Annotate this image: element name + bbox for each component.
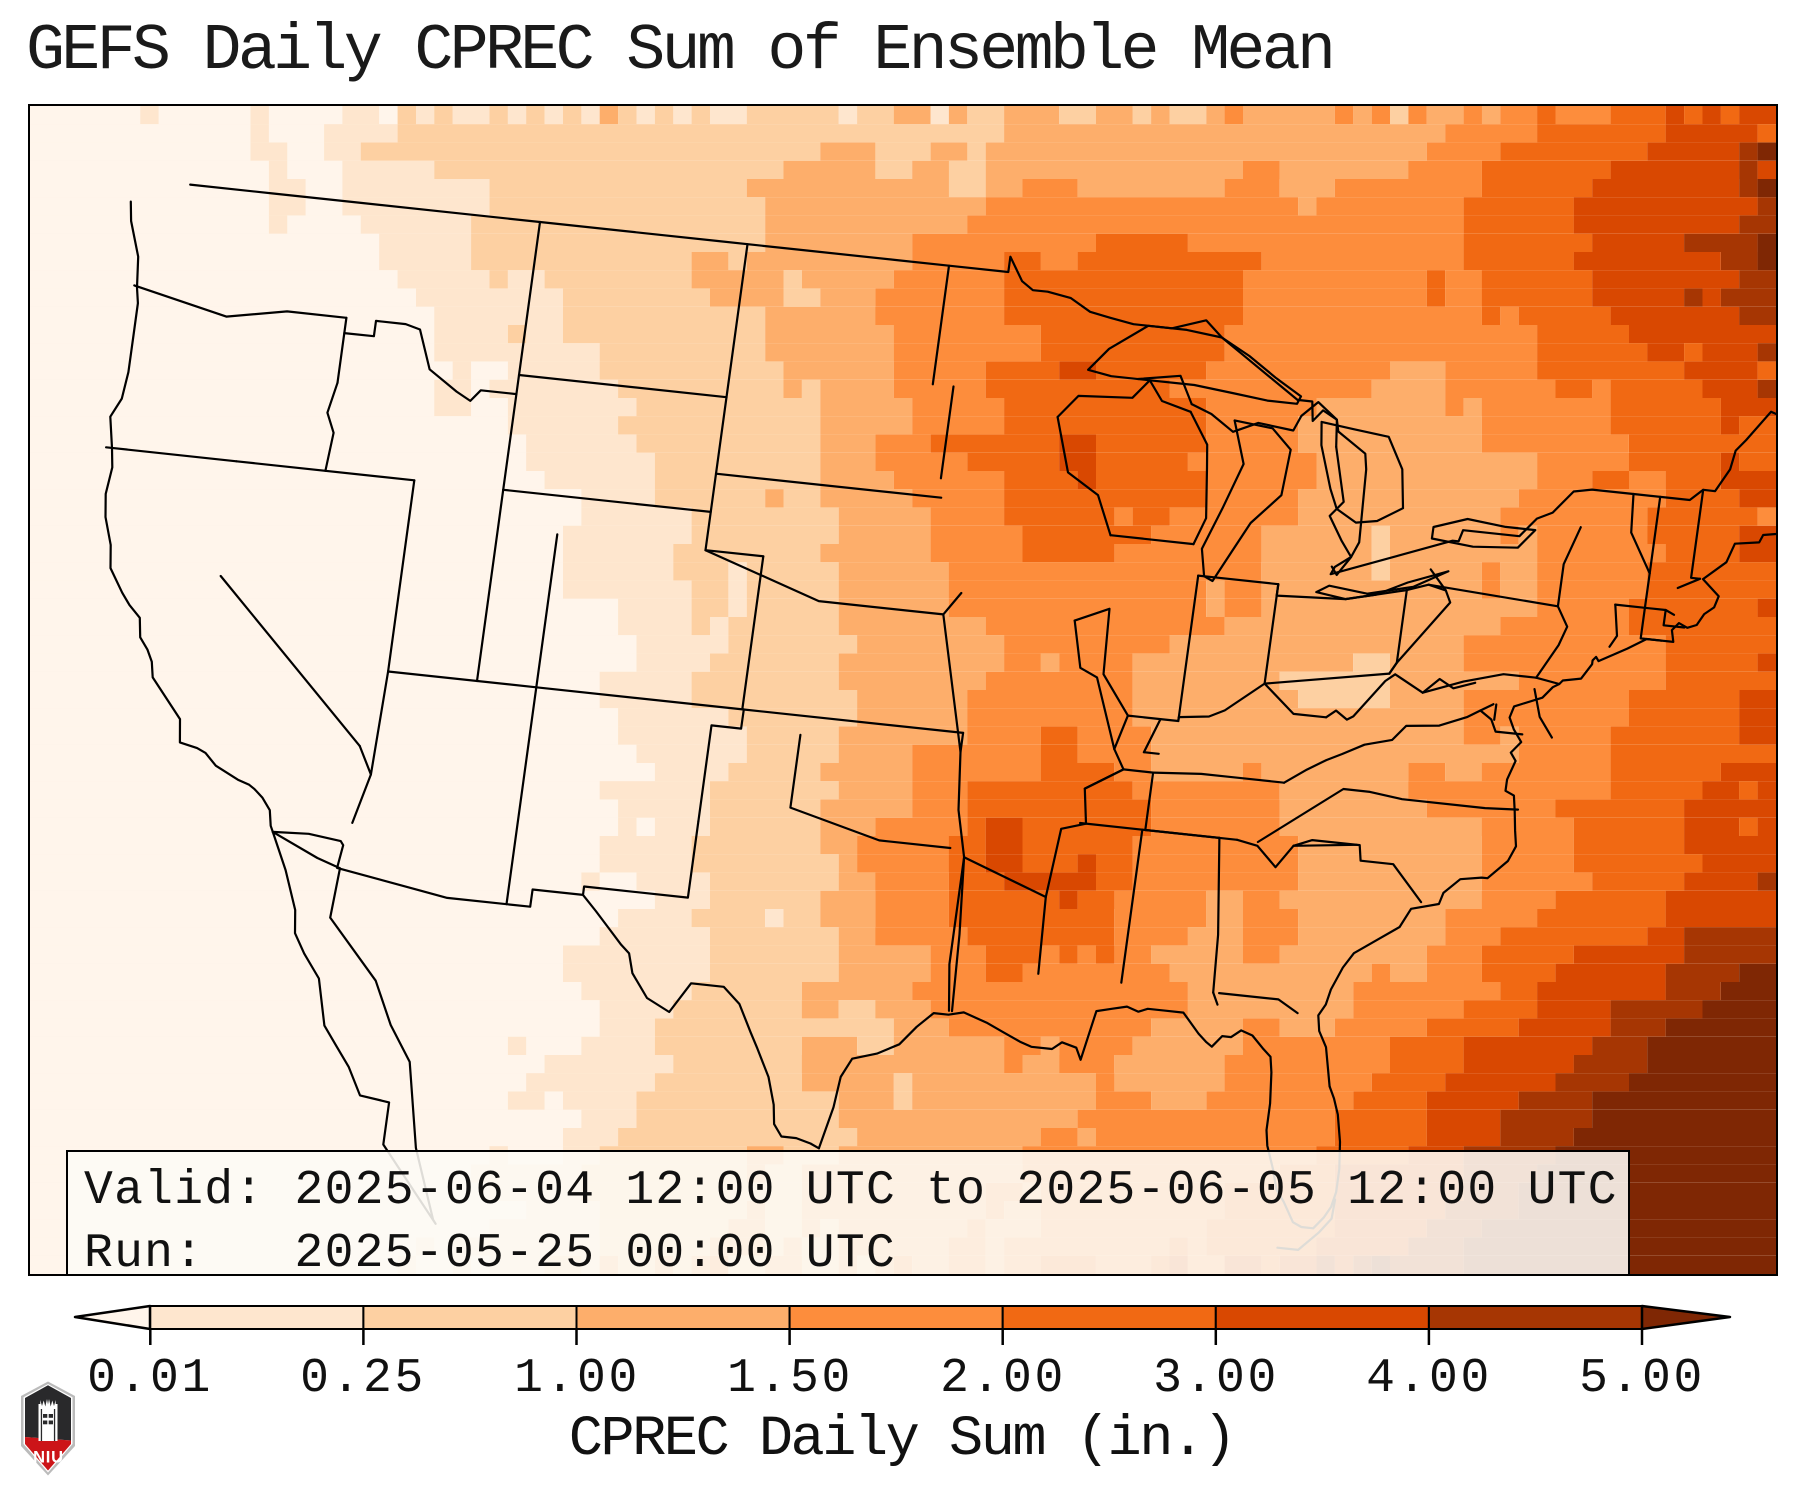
svg-text:NIU: NIU <box>33 1449 64 1467</box>
